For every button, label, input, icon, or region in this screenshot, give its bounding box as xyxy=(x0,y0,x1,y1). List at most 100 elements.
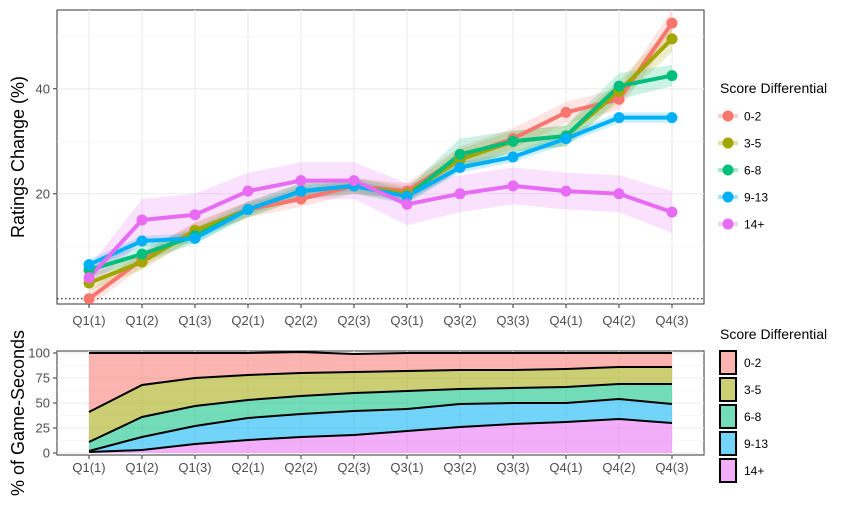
legend-label-14+: 14+ xyxy=(744,464,764,478)
data-point-3-5 xyxy=(666,33,678,45)
bottom-y-axis-title: % of Game-Seconds xyxy=(8,330,28,496)
data-point-9-13 xyxy=(401,190,413,202)
legend-key-0-2 xyxy=(719,350,737,375)
legend-label-0-2: 0-2 xyxy=(744,356,762,370)
data-point-9-13 xyxy=(242,204,254,215)
legend-label-3-5: 3-5 xyxy=(744,137,762,151)
x-tick-label: Q1(1) xyxy=(72,313,105,328)
area-6-8 xyxy=(89,384,672,451)
data-point-14+ xyxy=(454,188,466,200)
bottom-stacked-areas xyxy=(88,350,673,453)
x-tick-label: Q3(3) xyxy=(496,460,529,475)
legend-label-9-13: 9-13 xyxy=(744,191,768,205)
legend-key-0-2 xyxy=(722,110,734,122)
data-point-6-8 xyxy=(666,70,678,82)
data-point-0-2 xyxy=(83,293,95,305)
data-point-9-13 xyxy=(136,235,148,247)
top-legend: 0-2 3-5 6-8 9-13 14+ xyxy=(718,110,768,232)
x-tick-label: Q2(1) xyxy=(231,460,264,475)
y-tick-label: 100 xyxy=(28,346,50,361)
data-point-14+ xyxy=(189,209,201,221)
legend-key-6-8 xyxy=(722,164,734,176)
x-tick-label: Q3(2) xyxy=(443,313,476,328)
data-point-14+ xyxy=(136,214,148,226)
data-point-14+ xyxy=(242,185,254,197)
data-point-9-13 xyxy=(666,112,678,124)
legend-key-3-5 xyxy=(722,137,734,149)
x-tick-label: Q2(3) xyxy=(337,313,370,328)
data-point-6-8 xyxy=(507,135,519,147)
area-14+ xyxy=(89,419,672,453)
data-point-14+ xyxy=(613,188,625,200)
data-point-14+ xyxy=(348,175,360,187)
bottom-x-axis: Q1(1) Q1(2) Q1(3) Q2(1) Q2(2) Q2(3) Q3(1) Q3(2)… xyxy=(72,455,689,475)
y-tick-label: 0 xyxy=(43,446,50,461)
y-tick-label: 25 xyxy=(36,421,50,436)
area-3-5 xyxy=(89,367,672,442)
x-tick-label: Q4(1) xyxy=(549,313,582,328)
area-9-13 xyxy=(89,399,672,452)
legend-label-0-2: 0-2 xyxy=(744,110,762,124)
legend-label-6-8: 6-8 xyxy=(744,410,762,424)
data-point-14+ xyxy=(560,185,572,197)
data-point-14+ xyxy=(83,272,95,284)
data-point-9-13 xyxy=(613,112,625,124)
top-panel-background xyxy=(56,9,705,305)
x-tick-label: Q2(1) xyxy=(231,313,264,328)
x-tick-label: Q4(3) xyxy=(655,313,688,328)
data-point-0-2 xyxy=(560,106,572,118)
legend-label-9-13: 9-13 xyxy=(744,437,768,451)
bottom-y-axis: 0 25 50 75 100 xyxy=(28,346,57,461)
area-boundary-0-2 xyxy=(89,350,672,356)
y-tick-label: 50 xyxy=(36,396,50,411)
data-point-0-2 xyxy=(613,93,625,105)
top-legend-title: Score Differential xyxy=(720,80,827,96)
x-tick-label: Q1(3) xyxy=(178,460,211,475)
top-series-lines xyxy=(87,21,674,301)
data-point-6-8 xyxy=(454,148,466,160)
confidence-band-14+ xyxy=(89,162,672,289)
confidence-band-3-5 xyxy=(89,25,672,291)
x-tick-label: Q4(3) xyxy=(655,460,688,475)
top-series-points xyxy=(83,17,678,305)
x-tick-label: Q3(2) xyxy=(443,460,476,475)
x-tick-label: Q2(3) xyxy=(337,460,370,475)
legend-label-3-5: 3-5 xyxy=(744,383,762,397)
x-tick-label: Q3(1) xyxy=(390,460,423,475)
legend-key-9-13 xyxy=(722,191,734,203)
area-boundary-3-5 xyxy=(88,366,672,413)
legend-label-14+: 14+ xyxy=(744,218,764,232)
series-line-14+ xyxy=(87,178,674,280)
x-tick-label: Q2(2) xyxy=(284,460,317,475)
area-boundary-6-8 xyxy=(88,383,672,443)
data-point-0-2 xyxy=(666,17,678,29)
legend-key-14+ xyxy=(722,218,734,230)
data-point-9-13 xyxy=(507,151,519,163)
y-tick-label: 40 xyxy=(36,81,50,96)
x-tick-label: Q2(2) xyxy=(284,313,317,328)
data-point-9-13 xyxy=(189,232,201,244)
legend-key-9-13 xyxy=(719,431,737,456)
legend-key-6-8 xyxy=(719,404,737,429)
data-point-9-13 xyxy=(295,185,307,197)
legend-key-14+ xyxy=(719,458,737,483)
x-tick-label: Q3(1) xyxy=(390,313,423,328)
data-point-14+ xyxy=(507,180,519,192)
y-tick-label: 75 xyxy=(36,371,50,386)
bottom-legend-title: Score Differential xyxy=(720,326,827,342)
data-point-3-5 xyxy=(136,256,148,268)
data-point-14+ xyxy=(666,206,678,218)
x-tick-label: Q4(1) xyxy=(549,460,582,475)
data-point-9-13 xyxy=(560,133,572,145)
x-tick-label: Q4(2) xyxy=(602,313,635,328)
area-boundary-9-13 xyxy=(88,397,673,452)
bottom-legend: 0-2 3-5 6-8 9-13 14+ xyxy=(719,350,768,483)
x-tick-label: Q3(3) xyxy=(496,313,529,328)
x-tick-label: Q1(1) xyxy=(72,460,105,475)
x-tick-label: Q1(2) xyxy=(125,313,158,328)
data-point-14+ xyxy=(295,175,307,187)
data-point-9-13 xyxy=(83,259,95,271)
y-tick-label: 20 xyxy=(36,186,50,201)
x-tick-label: Q1(3) xyxy=(178,313,211,328)
